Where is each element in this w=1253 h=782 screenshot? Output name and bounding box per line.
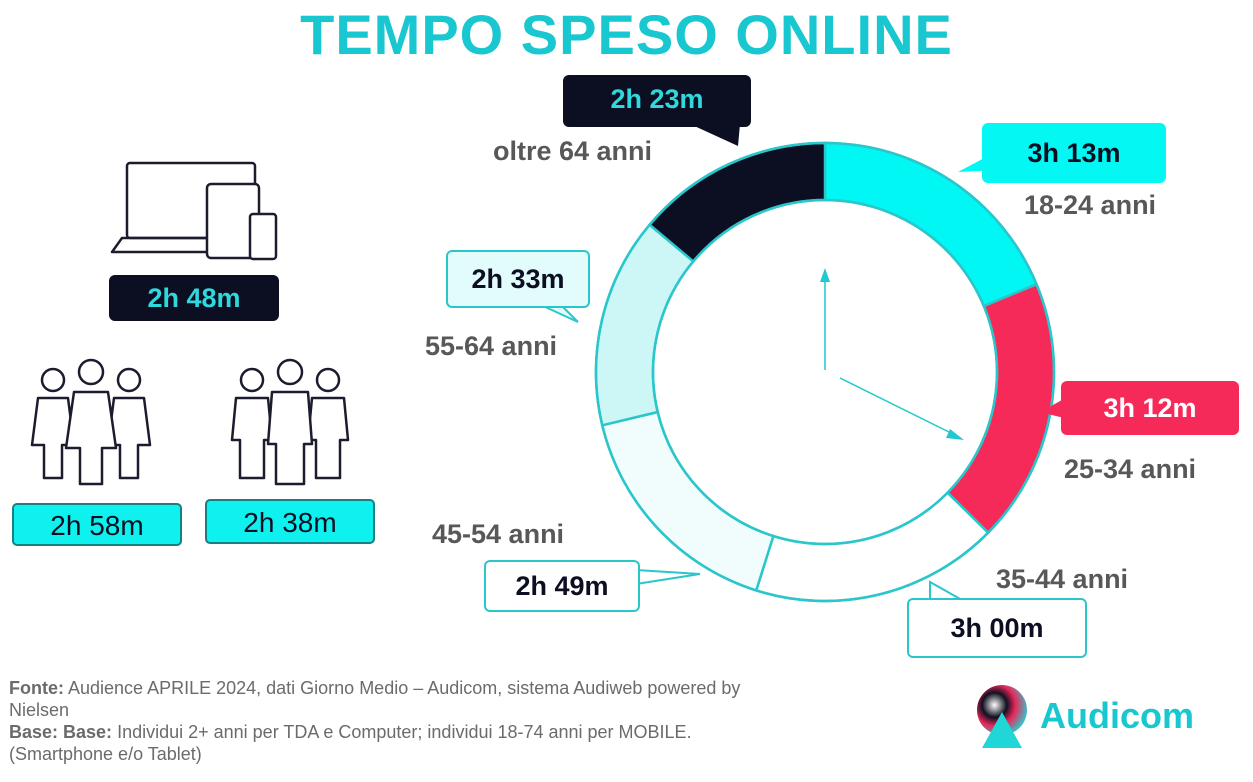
women-group-icon <box>30 358 152 486</box>
women-value: 2h 58m <box>12 503 182 546</box>
clock-hands-icon <box>820 268 964 440</box>
base-label: Base: Base: <box>9 722 113 742</box>
label-4554: 45-54 anni <box>432 519 565 549</box>
donut-slice-55-64-anni <box>594 222 696 427</box>
page-title: TEMPO SPESO ONLINE <box>300 3 953 66</box>
devices-value: 2h 48m <box>109 275 279 321</box>
men-value: 2h 38m <box>205 499 375 544</box>
donut-slice-25-34-anni <box>945 282 1056 535</box>
label-3544: 35-44 anni <box>996 564 1129 594</box>
callout-1824: 3h 13m <box>982 123 1166 183</box>
donut-slice-35-44-anni <box>754 490 990 603</box>
callout-64plus: 2h 23m <box>563 75 751 127</box>
callout-4554: 2h 49m <box>484 560 640 612</box>
audicom-logo-icon <box>977 685 1027 748</box>
callout-5564: 2h 33m <box>446 250 590 308</box>
outer-ring-outline <box>594 141 1056 603</box>
label-2534: 25-34 anni <box>1064 454 1197 484</box>
label-5564: 55-64 anni <box>425 331 558 361</box>
devices-icon <box>110 161 278 261</box>
callout-tail-64plus <box>690 124 740 146</box>
fonte-text: Audience APRILE 2024, dati Giorno Medio … <box>9 678 741 720</box>
callout-tail-3544 <box>929 580 963 601</box>
callout-3544: 3h 00m <box>907 598 1087 658</box>
callout-2534: 3h 12m <box>1061 381 1239 435</box>
fonte-label: Fonte: <box>9 678 64 698</box>
base-text: Individui 2+ anni per TDA e Computer; in… <box>9 722 692 764</box>
logo-text: Audicom <box>1040 695 1195 736</box>
label-64plus: oltre 64 anni <box>493 136 653 166</box>
callout-tail-4554 <box>635 569 701 585</box>
label-1824: 18-24 anni <box>1024 190 1157 220</box>
inner-ring-outline <box>651 198 999 546</box>
men-group-icon <box>230 358 350 486</box>
footer-source: Fonte: Audience APRILE 2024, dati Giorno… <box>9 677 779 765</box>
